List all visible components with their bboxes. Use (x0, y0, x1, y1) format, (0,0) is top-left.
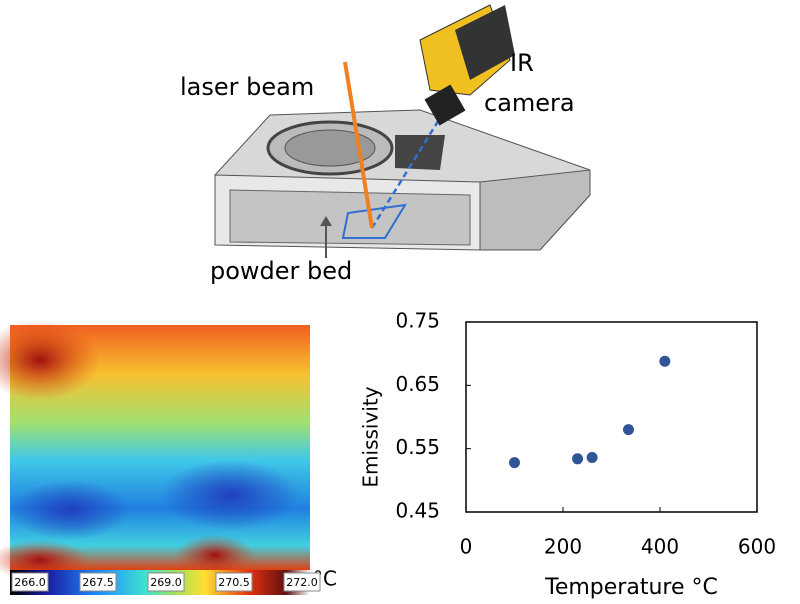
y-tick-label: 0.45 (395, 499, 440, 523)
x-tick-label: 600 (738, 535, 776, 559)
y-tick-label: 0.55 (395, 435, 440, 459)
colorbar-label: 269.0 (150, 576, 182, 589)
point (622, 424, 634, 436)
colorbar-label: 270.5 (218, 576, 250, 589)
bed-label: powder bed (210, 257, 352, 285)
y-axis-label: Emissivity (359, 386, 383, 487)
point (509, 457, 520, 469)
colorbar-label-box (147, 572, 185, 592)
machine (214, 4, 591, 258)
x-tick-label: 0 (460, 535, 473, 559)
camera-label: camera (484, 89, 575, 117)
x-tick-label: 400 (641, 535, 679, 559)
x-tick-label: 200 (544, 535, 582, 559)
plot-area (465, 321, 758, 513)
laser-label: laser beam (180, 73, 314, 101)
point (586, 452, 598, 464)
thermal-image (0, 320, 310, 595)
colorbar-label-box (11, 572, 49, 592)
x-axis-label: Temperature °C (544, 575, 718, 600)
point (659, 355, 671, 367)
colorbar-label-box (79, 572, 117, 592)
colorbar-label: 272.0 (286, 576, 318, 589)
colorbar-label-box (215, 572, 253, 592)
camera-label: IR (510, 49, 534, 77)
point (572, 453, 584, 465)
colorbar-label: 266.0 (14, 576, 46, 589)
colorbar-label: 267.5 (82, 576, 114, 589)
y-tick-label: 0.75 (395, 309, 440, 333)
colorbar-label-box (283, 572, 321, 592)
y-tick-label: 0.65 (395, 372, 440, 396)
